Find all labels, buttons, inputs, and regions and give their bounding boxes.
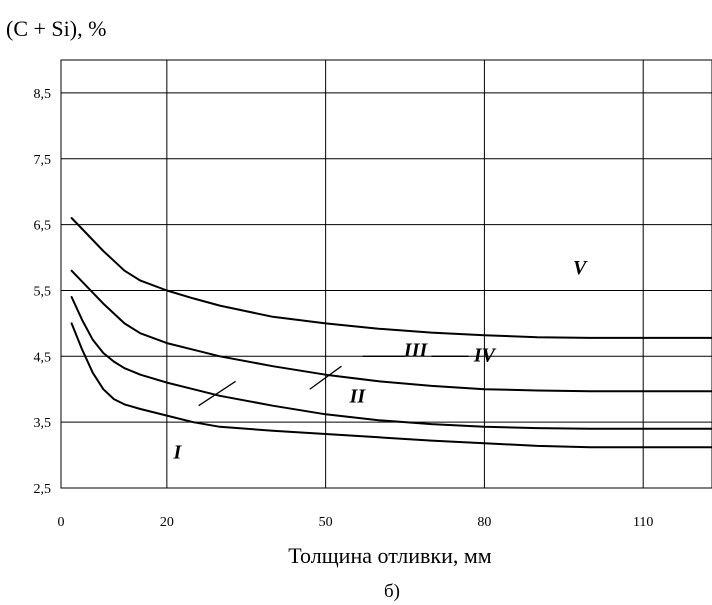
y-tick-label: 2,5 <box>34 482 52 497</box>
region-label: V <box>573 257 588 279</box>
label-pointer-line <box>309 365 342 390</box>
y-tick-label: 8,5 <box>34 87 52 102</box>
y-tick-label: 5,5 <box>34 284 52 299</box>
series-line-4 <box>70 322 712 449</box>
region-label: IV <box>473 345 497 367</box>
series-line-2 <box>70 269 712 393</box>
figure-caption: б) <box>384 581 400 602</box>
y-tick-label: 6,5 <box>34 219 52 234</box>
y-axis-ticks: 2,5 3,5 4,5 5,5 6,5 7,5 8,5 <box>34 87 52 497</box>
y-axis-label: (C + Si), % <box>6 16 106 41</box>
y-tick-label: 4,5 <box>34 350 52 365</box>
x-axis-label: Толщина отливки, мм <box>288 543 492 568</box>
series-line-1 <box>70 217 712 339</box>
label-pointers <box>198 355 469 407</box>
x-axis-ticks: 0 20 50 80 110 <box>58 515 654 530</box>
region-label: III <box>403 339 429 361</box>
x-tick-label: 80 <box>477 515 491 530</box>
label-pointer-line <box>198 380 237 407</box>
series-group <box>70 217 712 449</box>
y-tick-label: 3,5 <box>34 416 52 431</box>
x-tick-label: 110 <box>633 515 653 530</box>
y-tick-label: 7,5 <box>34 153 52 168</box>
x-tick-label: 0 <box>58 515 65 530</box>
x-tick-label: 20 <box>160 515 174 530</box>
grid <box>61 60 712 489</box>
x-tick-label: 50 <box>319 515 333 530</box>
series-line-3 <box>70 296 712 430</box>
region-label: I <box>173 441 183 463</box>
region-label: II <box>349 385 367 407</box>
plot-frame <box>60 59 712 489</box>
